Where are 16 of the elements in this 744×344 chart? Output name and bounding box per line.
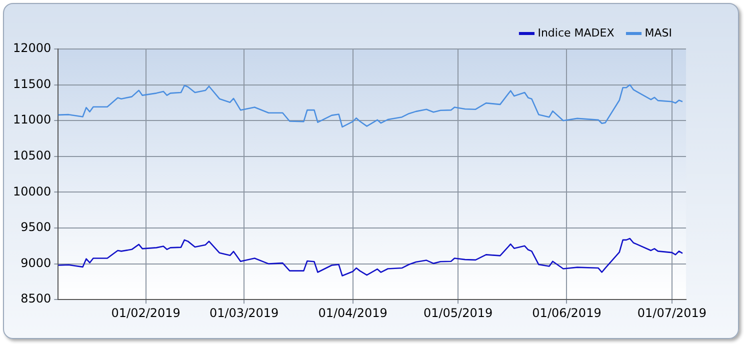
- y-tick-label: 11500: [12, 76, 52, 91]
- y-tick-label: 12000: [12, 41, 52, 56]
- legend-label: MASI: [644, 26, 672, 40]
- x-tick-label: 01/03/2019: [209, 306, 279, 320]
- y-tick-label: 9500: [20, 220, 52, 234]
- x-tick-label: 01/04/2019: [318, 306, 388, 320]
- legend-label: Indice MADEX: [538, 26, 615, 40]
- y-tick-label: 11000: [12, 112, 52, 127]
- y-tick-label: 9000: [20, 256, 52, 270]
- y-tick-label: 10000: [12, 184, 52, 198]
- y-tick-label: 8500: [20, 292, 52, 306]
- x-tick-label: 01/06/2019: [532, 306, 602, 320]
- y-tick-label: 10500: [12, 148, 52, 163]
- x-tick-label: 01/07/2019: [637, 306, 707, 320]
- x-tick-label: 01/05/2019: [423, 306, 493, 320]
- x-tick-label: 01/02/2019: [111, 306, 180, 320]
